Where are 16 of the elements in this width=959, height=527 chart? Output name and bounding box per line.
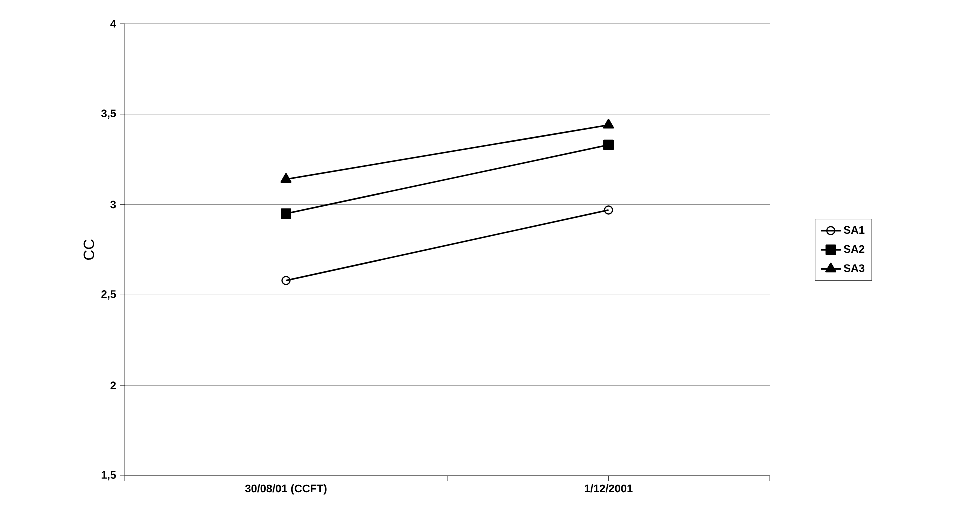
point — [604, 140, 614, 150]
y-tick-label: 2,5 — [102, 290, 116, 300]
legend-label: SA2 — [844, 245, 865, 254]
y-axis-title: CC — [84, 240, 94, 260]
point — [604, 206, 614, 215]
point — [282, 276, 291, 286]
point — [281, 208, 292, 220]
y-tick-label: 2 — [110, 382, 116, 390]
y-tick-label: 4 — [110, 20, 116, 28]
legend-label: SA3 — [844, 264, 865, 272]
x-tick-label: 30/08/01 (CCFT) — [245, 484, 327, 495]
y-tick-label: 3 — [110, 200, 116, 209]
x-tick-label: 1/12/2001 — [585, 484, 633, 493]
y-tick-label: 1,5 — [102, 471, 116, 481]
legend-label: SA1 — [844, 226, 865, 234]
y-tick-label: 3,5 — [101, 110, 116, 120]
